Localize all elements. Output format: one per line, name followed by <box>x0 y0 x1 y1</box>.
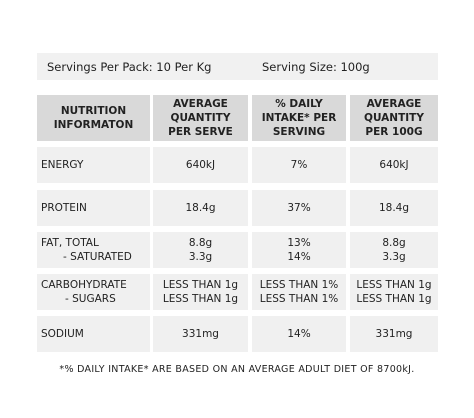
table-cell: 640kJ <box>350 147 438 183</box>
serving-size: Serving Size: 100g <box>262 60 370 74</box>
cell-text: 13% <box>287 237 311 249</box>
table-cell: 18.4g <box>153 190 248 226</box>
cell-text: 18.4g <box>378 202 410 214</box>
table-cell: 37% <box>252 190 346 226</box>
table-cell: PROTEIN <box>37 190 150 226</box>
cell-text: LESS THAN 1% <box>259 293 339 305</box>
table-cell: 13% 14% <box>252 232 346 268</box>
header-cell: AVERAGE QUANTITY PER 100G <box>350 95 438 141</box>
cell-text: 18.4g <box>185 202 216 214</box>
cell-text: LESS THAN 1g <box>162 279 239 291</box>
cell-text: 8.8g <box>188 237 213 249</box>
table-cell: 8.8g 3.3g <box>153 232 248 268</box>
cell-text: 8.8g <box>382 237 406 249</box>
cell-text: 640kJ <box>185 159 216 171</box>
table-cell: LESS THAN 1g LESS THAN 1g <box>153 274 248 310</box>
cell-text: LESS THAN 1g <box>356 279 432 291</box>
cell-text: FAT, TOTAL <box>41 237 99 249</box>
cell-text: 3.3g <box>382 251 406 263</box>
cell-text: ENERGY <box>41 159 84 171</box>
table-cell: 14% <box>252 316 346 352</box>
cell-text: CARBOHYDRATE <box>41 279 127 291</box>
cell-text: LESS THAN 1% <box>259 279 339 291</box>
cell-text: - SUGARS <box>65 293 116 305</box>
cell-text: 7% <box>290 159 308 171</box>
header-cell: NUTRITION INFORMATON <box>37 95 150 141</box>
table-cell: LESS THAN 1g LESS THAN 1g <box>350 274 438 310</box>
cell-text: PROTEIN <box>41 202 87 214</box>
cell-text: SODIUM <box>41 328 84 340</box>
table-cell: 8.8g 3.3g <box>350 232 438 268</box>
cell-text: 14% <box>287 328 311 340</box>
table-cell: FAT, TOTAL - SATURATED <box>37 232 150 268</box>
cell-text: 331mg <box>182 328 219 340</box>
cell-text: 331mg <box>375 328 413 340</box>
cell-text: - SATURATED <box>63 251 132 263</box>
cell-text: 14% <box>287 251 311 263</box>
table-cell: 7% <box>252 147 346 183</box>
cell-text: 640kJ <box>379 159 409 171</box>
header-cell: % DAILY INTAKE* PER SERVING <box>252 95 346 141</box>
footnote: *% DAILY INTAKE* ARE BASED ON AN AVERAGE… <box>59 364 415 375</box>
table-cell: ENERGY <box>37 147 150 183</box>
table-cell: LESS THAN 1% LESS THAN 1% <box>252 274 346 310</box>
cell-text: 3.3g <box>188 251 213 263</box>
table-cell: 331mg <box>153 316 248 352</box>
cell-text: 37% <box>287 202 311 214</box>
servings-per-pack: Servings Per Pack: 10 Per Kg <box>47 60 212 74</box>
table-cell: CARBOHYDRATE - SUGARS <box>37 274 150 310</box>
table-cell: 640kJ <box>153 147 248 183</box>
header-cell: AVERAGE QUANTITY PER SERVE <box>153 95 248 141</box>
cell-text: LESS THAN 1g <box>356 293 432 305</box>
table-cell: 331mg <box>350 316 438 352</box>
servings-bar: Servings Per Pack: 10 Per Kg Serving Siz… <box>37 53 438 80</box>
cell-text: LESS THAN 1g <box>162 293 239 305</box>
table-cell: SODIUM <box>37 316 150 352</box>
table-cell: 18.4g <box>350 190 438 226</box>
